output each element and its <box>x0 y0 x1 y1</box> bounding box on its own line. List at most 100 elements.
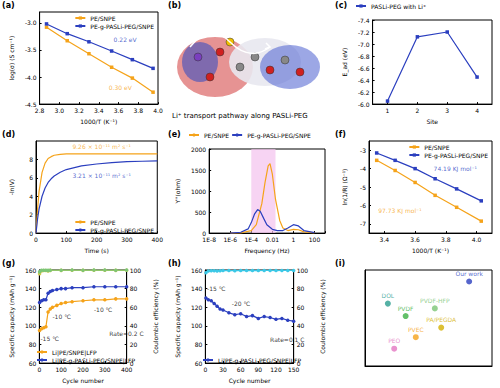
svg-text:6: 6 <box>29 174 33 181</box>
svg-text:3.8: 3.8 <box>133 107 143 114</box>
svg-text:1000: 1000 <box>191 188 206 195</box>
svg-text:PA/PEGDA: PA/PEGDA <box>426 316 457 323</box>
svg-text:Time (s): Time (s) <box>83 247 108 254</box>
svg-text:Cycle number: Cycle number <box>62 377 104 385</box>
svg-text:Frequency (Hz): Frequency (Hz) <box>244 247 289 255</box>
svg-text:-15 ℃: -15 ℃ <box>207 285 226 292</box>
svg-text:PASLi-PEG with Li⁺: PASLi-PEG with Li⁺ <box>371 3 426 10</box>
svg-text:200: 200 <box>91 236 103 243</box>
svg-text:-5: -5 <box>360 184 366 191</box>
svg-text:90: 90 <box>255 366 263 373</box>
svg-text:4: 4 <box>29 193 33 200</box>
svg-text:PVDF: PVDF <box>398 305 414 312</box>
svg-text:3.4: 3.4 <box>94 107 104 114</box>
svg-text:74.19 KJ mol⁻¹: 74.19 KJ mol⁻¹ <box>434 165 478 173</box>
svg-text:0: 0 <box>34 236 38 243</box>
svg-text:-6.6: -6.6 <box>358 65 370 72</box>
svg-text:PVEC: PVEC <box>408 326 424 333</box>
svg-text:100: 100 <box>55 366 67 373</box>
svg-text:100: 100 <box>25 322 37 329</box>
svg-text:Y''(ohm): Y''(ohm) <box>174 179 181 205</box>
svg-text:-6: -6 <box>360 202 366 209</box>
svg-text:Site: Site <box>427 118 439 125</box>
svg-text:4.0: 4.0 <box>153 107 163 114</box>
svg-text:-ln(V): -ln(V) <box>8 179 15 195</box>
svg-text:-3.0: -3.0 <box>25 19 37 26</box>
svg-text:400: 400 <box>121 366 133 373</box>
svg-text:-15 ℃: -15 ℃ <box>40 335 59 342</box>
svg-text:100: 100 <box>191 322 203 329</box>
svg-text:60: 60 <box>29 360 37 367</box>
svg-text:3.8: 3.8 <box>441 236 451 243</box>
svg-text:0.30 eV: 0.30 eV <box>109 84 133 91</box>
svg-text:200: 200 <box>77 366 89 373</box>
svg-text:-3: -3 <box>360 147 366 154</box>
svg-text:2000: 2000 <box>191 146 206 153</box>
svg-text:Cycle number: Cycle number <box>229 377 271 385</box>
svg-text:0: 0 <box>203 366 207 373</box>
svg-text:3.6: 3.6 <box>114 107 124 114</box>
svg-text:E_ad (eV): E_ad (eV) <box>341 48 349 77</box>
svg-text:Our work: Our work <box>455 270 483 277</box>
svg-text:80: 80 <box>195 341 203 348</box>
svg-text:PE/SNPE: PE/SNPE <box>204 132 229 139</box>
svg-text:80: 80 <box>130 285 138 292</box>
svg-text:DOL: DOL <box>382 292 395 299</box>
svg-text:80: 80 <box>297 285 305 292</box>
svg-text:PE-g-PASLi-PEG/SNPE: PE-g-PASLi-PEG/SNPE <box>90 23 154 31</box>
svg-text:20: 20 <box>130 341 138 348</box>
svg-text:Coulombic efficiency (%): Coulombic efficiency (%) <box>152 279 160 354</box>
svg-text:-6.2: -6.2 <box>358 89 370 96</box>
svg-text:3.0: 3.0 <box>55 107 65 114</box>
svg-text:Li|PE/SNPE|LFP: Li|PE/SNPE|LFP <box>52 349 97 357</box>
svg-text:120: 120 <box>25 304 37 311</box>
svg-text:140: 140 <box>191 285 203 292</box>
svg-text:2.8: 2.8 <box>35 107 45 114</box>
svg-text:-10 ℃: -10 ℃ <box>52 313 71 320</box>
svg-text:(e): (e) <box>168 130 181 139</box>
svg-text:-7.2: -7.2 <box>358 29 370 36</box>
svg-text:-7.0: -7.0 <box>358 41 370 48</box>
svg-text:3.21 × 10⁻¹¹ m² s⁻¹: 3.21 × 10⁻¹¹ m² s⁻¹ <box>72 172 131 179</box>
svg-text:(d): (d) <box>2 130 15 139</box>
svg-text:2: 2 <box>29 211 33 218</box>
svg-text:-6.8: -6.8 <box>358 53 370 60</box>
svg-text:3.4: 3.4 <box>380 236 390 243</box>
svg-text:ln(1/R) (Ω⁻¹): ln(1/R) (Ω⁻¹) <box>341 169 348 206</box>
svg-text:300: 300 <box>121 236 133 243</box>
svg-text:Specific capacity (mAh g⁻¹): Specific capacity (mAh g⁻¹) <box>174 275 182 357</box>
svg-text:100: 100 <box>61 236 73 243</box>
svg-text:PE-g-PASLi-PEG/SNPE: PE-g-PASLi-PEG/SNPE <box>247 132 311 140</box>
svg-text:9.26 × 10⁻¹¹ m² s⁻¹: 9.26 × 10⁻¹¹ m² s⁻¹ <box>72 143 131 150</box>
svg-text:40: 40 <box>130 322 138 329</box>
svg-text:100: 100 <box>309 236 321 243</box>
svg-text:(i): (i) <box>335 259 345 268</box>
svg-text:(h): (h) <box>168 259 181 268</box>
svg-text:-7: -7 <box>360 220 366 227</box>
svg-text:PE/SNPE: PE/SNPE <box>90 219 115 226</box>
svg-text:150: 150 <box>288 366 300 373</box>
svg-text:-7.4: -7.4 <box>358 17 370 24</box>
svg-text:PEO: PEO <box>388 337 400 344</box>
svg-text:1: 1 <box>386 107 390 114</box>
svg-text:120: 120 <box>270 366 282 373</box>
svg-text:0: 0 <box>29 230 33 237</box>
svg-text:-6.0: -6.0 <box>358 101 370 108</box>
svg-text:1E-6: 1E-6 <box>223 236 237 243</box>
svg-text:1000/T (K⁻¹): 1000/T (K⁻¹) <box>412 247 449 254</box>
svg-text:120: 120 <box>191 304 203 311</box>
svg-text:40: 40 <box>297 322 305 329</box>
svg-text:3: 3 <box>445 107 449 114</box>
svg-text:PE-g-PASLi-PEG/SNPE: PE-g-PASLi-PEG/SNPE <box>424 152 488 160</box>
svg-text:160: 160 <box>25 267 37 274</box>
svg-text:8: 8 <box>29 156 33 163</box>
svg-text:3.6: 3.6 <box>410 236 420 243</box>
svg-text:0.01: 0.01 <box>266 236 280 243</box>
svg-text:(g): (g) <box>2 259 15 268</box>
svg-text:2: 2 <box>415 107 419 114</box>
svg-text:-4: -4 <box>360 165 366 172</box>
svg-text:1E-4: 1E-4 <box>244 236 258 243</box>
svg-text:PE-g-PASLi-PEG/SNPE: PE-g-PASLi-PEG/SNPE <box>90 227 154 235</box>
svg-text:100: 100 <box>297 267 309 274</box>
svg-text:PE/SNPE: PE/SNPE <box>424 144 449 151</box>
